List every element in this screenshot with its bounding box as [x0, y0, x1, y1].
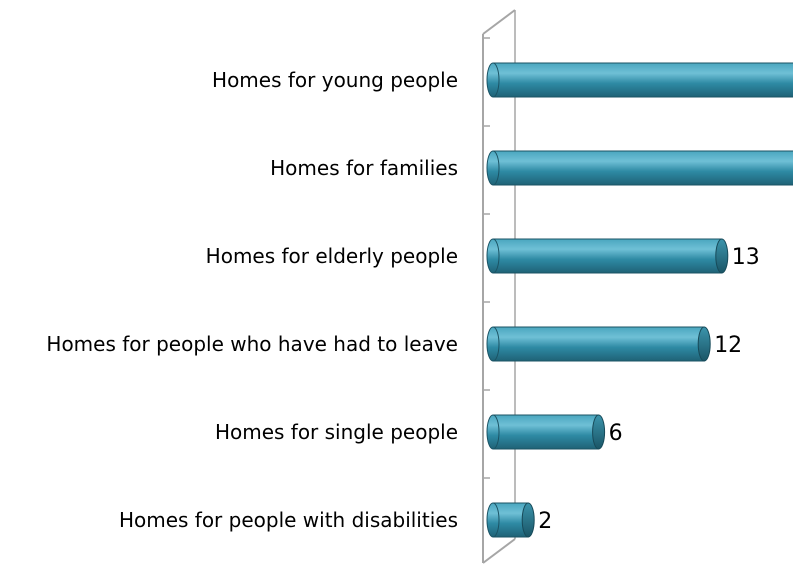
axis [482, 9, 516, 564]
data-label: 6 [609, 421, 623, 446]
category-label: Homes for elderly people [206, 244, 458, 268]
category-label: Homes for young people [212, 68, 458, 92]
bar-end-cap [592, 414, 606, 450]
bar-start-cap [486, 326, 500, 362]
bar [492, 150, 793, 186]
bar-start-cap [486, 150, 500, 186]
axis-bottom-edge [482, 538, 516, 564]
data-label: 12 [714, 333, 742, 358]
bar-end-cap [715, 238, 729, 274]
bar-end-cap [697, 326, 711, 362]
bar-start-cap [486, 62, 500, 98]
labels: Homes for young people Homes for families… [46, 68, 759, 534]
bar [492, 326, 705, 362]
bar [492, 238, 723, 274]
bar [492, 414, 600, 450]
data-label: 2 [538, 509, 552, 534]
bar [492, 62, 793, 98]
bars [486, 62, 793, 538]
bar-end-cap [521, 502, 535, 538]
category-label: Homes for people who have had to leave [46, 332, 458, 356]
bar-start-cap [486, 414, 500, 450]
bar-start-cap [486, 502, 500, 538]
data-label: 13 [732, 245, 760, 270]
category-label: Homes for people with disabilities [119, 508, 458, 532]
category-label: Homes for single people [215, 420, 458, 444]
axis-top-edge [482, 9, 516, 35]
category-label: Homes for families [270, 156, 458, 180]
bar-start-cap [486, 238, 500, 274]
